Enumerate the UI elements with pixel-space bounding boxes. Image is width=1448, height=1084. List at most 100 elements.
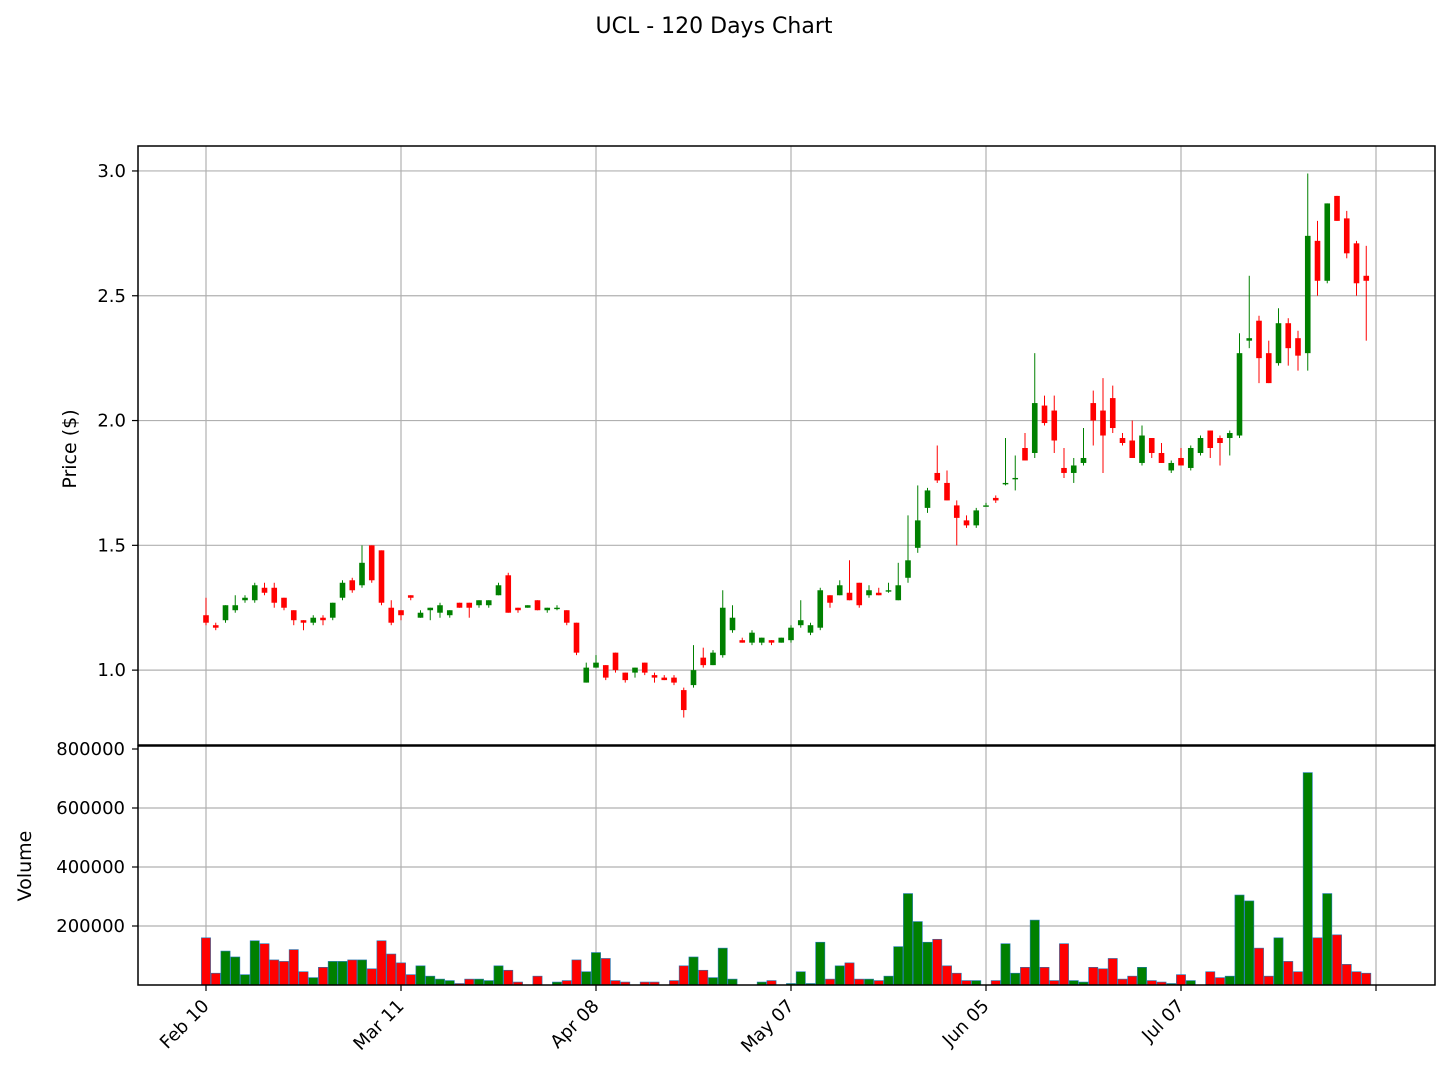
candle-body (417, 612, 424, 618)
volume-bar (210, 972, 221, 986)
candle-body (739, 640, 746, 643)
volume-bar (259, 943, 270, 986)
volume-bar (318, 966, 328, 986)
candle-body (1051, 410, 1058, 441)
volume-bar (1215, 977, 1225, 986)
candle-body (339, 582, 346, 598)
price-panel: 1.0 1.5 2.0 2.5 3.0 Price ($) (59, 145, 1436, 746)
candle-body (281, 597, 287, 608)
volume-bar (1361, 972, 1372, 986)
candle-body (944, 482, 950, 501)
candle-body (1363, 275, 1370, 281)
candle-body (1139, 435, 1145, 463)
candle-body (1080, 457, 1087, 463)
candle-body (1275, 323, 1282, 364)
candle-body (778, 637, 785, 643)
price-plot-frame (137, 145, 1436, 746)
candle-body (544, 607, 551, 611)
volume-y-ticks: 200000 400000 600000 800000 (56, 739, 138, 937)
candle-body (1226, 433, 1233, 439)
candle-body (407, 595, 414, 598)
volume-bar (425, 975, 436, 986)
volume-bar (883, 975, 894, 986)
volume-bar (396, 962, 406, 986)
candle-body (602, 665, 609, 678)
volume-tick-label: 600000 (56, 798, 125, 819)
price-tick-label: 3.0 (97, 161, 126, 182)
candle-body (485, 600, 492, 606)
volume-bar (366, 968, 377, 986)
volume-bar (1322, 893, 1333, 986)
candle-body (661, 677, 668, 681)
candle-body (1070, 465, 1077, 473)
candle-body (749, 632, 755, 643)
candle-body (329, 602, 336, 618)
candle-body (300, 620, 307, 623)
candle-body (934, 472, 941, 481)
candle-body (437, 605, 443, 613)
volume-bar (1127, 975, 1138, 986)
volume-bar (1117, 978, 1128, 986)
volume-bar (1263, 975, 1274, 986)
price-y-label: Price ($) (59, 409, 81, 488)
volume-bar (864, 978, 874, 986)
candle-body (1061, 467, 1067, 473)
candle-body (846, 592, 853, 601)
candle-body (1022, 447, 1028, 461)
candle-body (1314, 240, 1321, 281)
x-tick-label: Jul 07 (1137, 996, 1188, 1047)
volume-bar (727, 978, 738, 986)
candle-body (563, 610, 570, 623)
volume-bar (347, 959, 358, 986)
volume-bar (834, 965, 845, 986)
candle-body (632, 667, 638, 673)
candle-body (573, 622, 580, 653)
volume-bar (1176, 974, 1186, 986)
candle-body (797, 620, 804, 626)
candle-body (583, 667, 590, 683)
candle-body (963, 520, 970, 526)
volume-bar (1302, 772, 1313, 986)
volume-bar (288, 949, 299, 986)
volume-bar (1137, 966, 1147, 986)
volume-bar (308, 977, 319, 986)
volume-bar (1205, 971, 1216, 986)
candle-body (427, 607, 434, 611)
candle-body (983, 505, 989, 507)
candle-body (349, 580, 356, 591)
candle-body (232, 605, 239, 611)
volume-bar (571, 959, 582, 986)
volume-tick-label: 200000 (56, 916, 125, 937)
volume-bar (240, 974, 250, 986)
candle-body (1334, 195, 1340, 221)
volume-bar (1332, 934, 1342, 986)
candle-body (1295, 338, 1301, 356)
volume-bar (1254, 947, 1264, 986)
candle-body (320, 617, 326, 621)
candle-body (290, 610, 297, 621)
candle-body (905, 560, 911, 578)
candle-body (1265, 353, 1272, 384)
candle-body (1197, 438, 1204, 453)
candle-body (476, 600, 482, 606)
volume-bar (688, 956, 699, 986)
x-tick-label: Feb 10 (156, 996, 214, 1054)
candle-body (1168, 462, 1175, 471)
volume-bar (464, 978, 475, 986)
chart-title: UCL - 120 Days Chart (596, 14, 833, 39)
candle-body (1158, 452, 1165, 463)
volume-bar (1244, 900, 1255, 986)
volume-bar (678, 965, 689, 986)
volume-bar (795, 971, 806, 986)
candle-body (1285, 323, 1292, 349)
candle-body (1129, 440, 1136, 458)
candle-body (1187, 447, 1194, 468)
candle-body (446, 610, 453, 616)
volume-bar (1010, 972, 1021, 986)
volume-bar (1293, 971, 1303, 986)
volume-bar (327, 961, 338, 986)
candle-body (534, 600, 541, 611)
candle-body (1246, 338, 1253, 341)
volume-bar (951, 972, 962, 986)
candle-body (388, 607, 395, 623)
